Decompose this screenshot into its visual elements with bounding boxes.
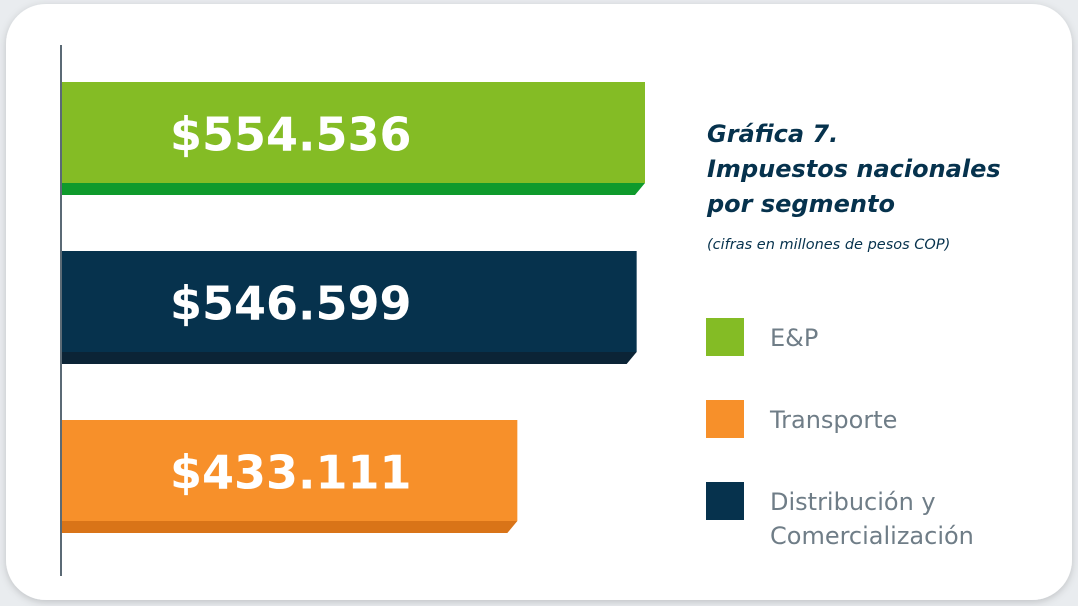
legend-label: Transporte <box>769 406 897 434</box>
value-label: $554.536 <box>170 108 412 162</box>
bar-edge <box>62 183 645 195</box>
legend-swatch <box>706 318 744 356</box>
value-label: $546.599 <box>170 277 412 331</box>
bar <box>62 420 518 533</box>
value-label: $433.111 <box>170 446 412 500</box>
bar-face <box>62 420 518 521</box>
legend-label: Distribución y <box>770 488 936 516</box>
chart-title: por segmento <box>706 190 895 218</box>
chart-subtitle: (cifras en millones de pesos COP) <box>707 237 950 253</box>
legend-swatch <box>706 400 744 438</box>
bar-face <box>62 82 645 183</box>
bar-edge <box>62 521 518 533</box>
bar <box>62 251 637 364</box>
chart-title: Impuestos nacionales <box>707 155 1001 183</box>
legend-swatch <box>706 482 744 520</box>
legend-label: E&P <box>770 324 818 352</box>
bar-edge <box>62 352 637 364</box>
bar-face <box>62 251 637 352</box>
bar <box>62 82 645 195</box>
legend-label: Comercialización <box>770 522 974 550</box>
chart-title: Gráfica 7. <box>707 120 838 148</box>
